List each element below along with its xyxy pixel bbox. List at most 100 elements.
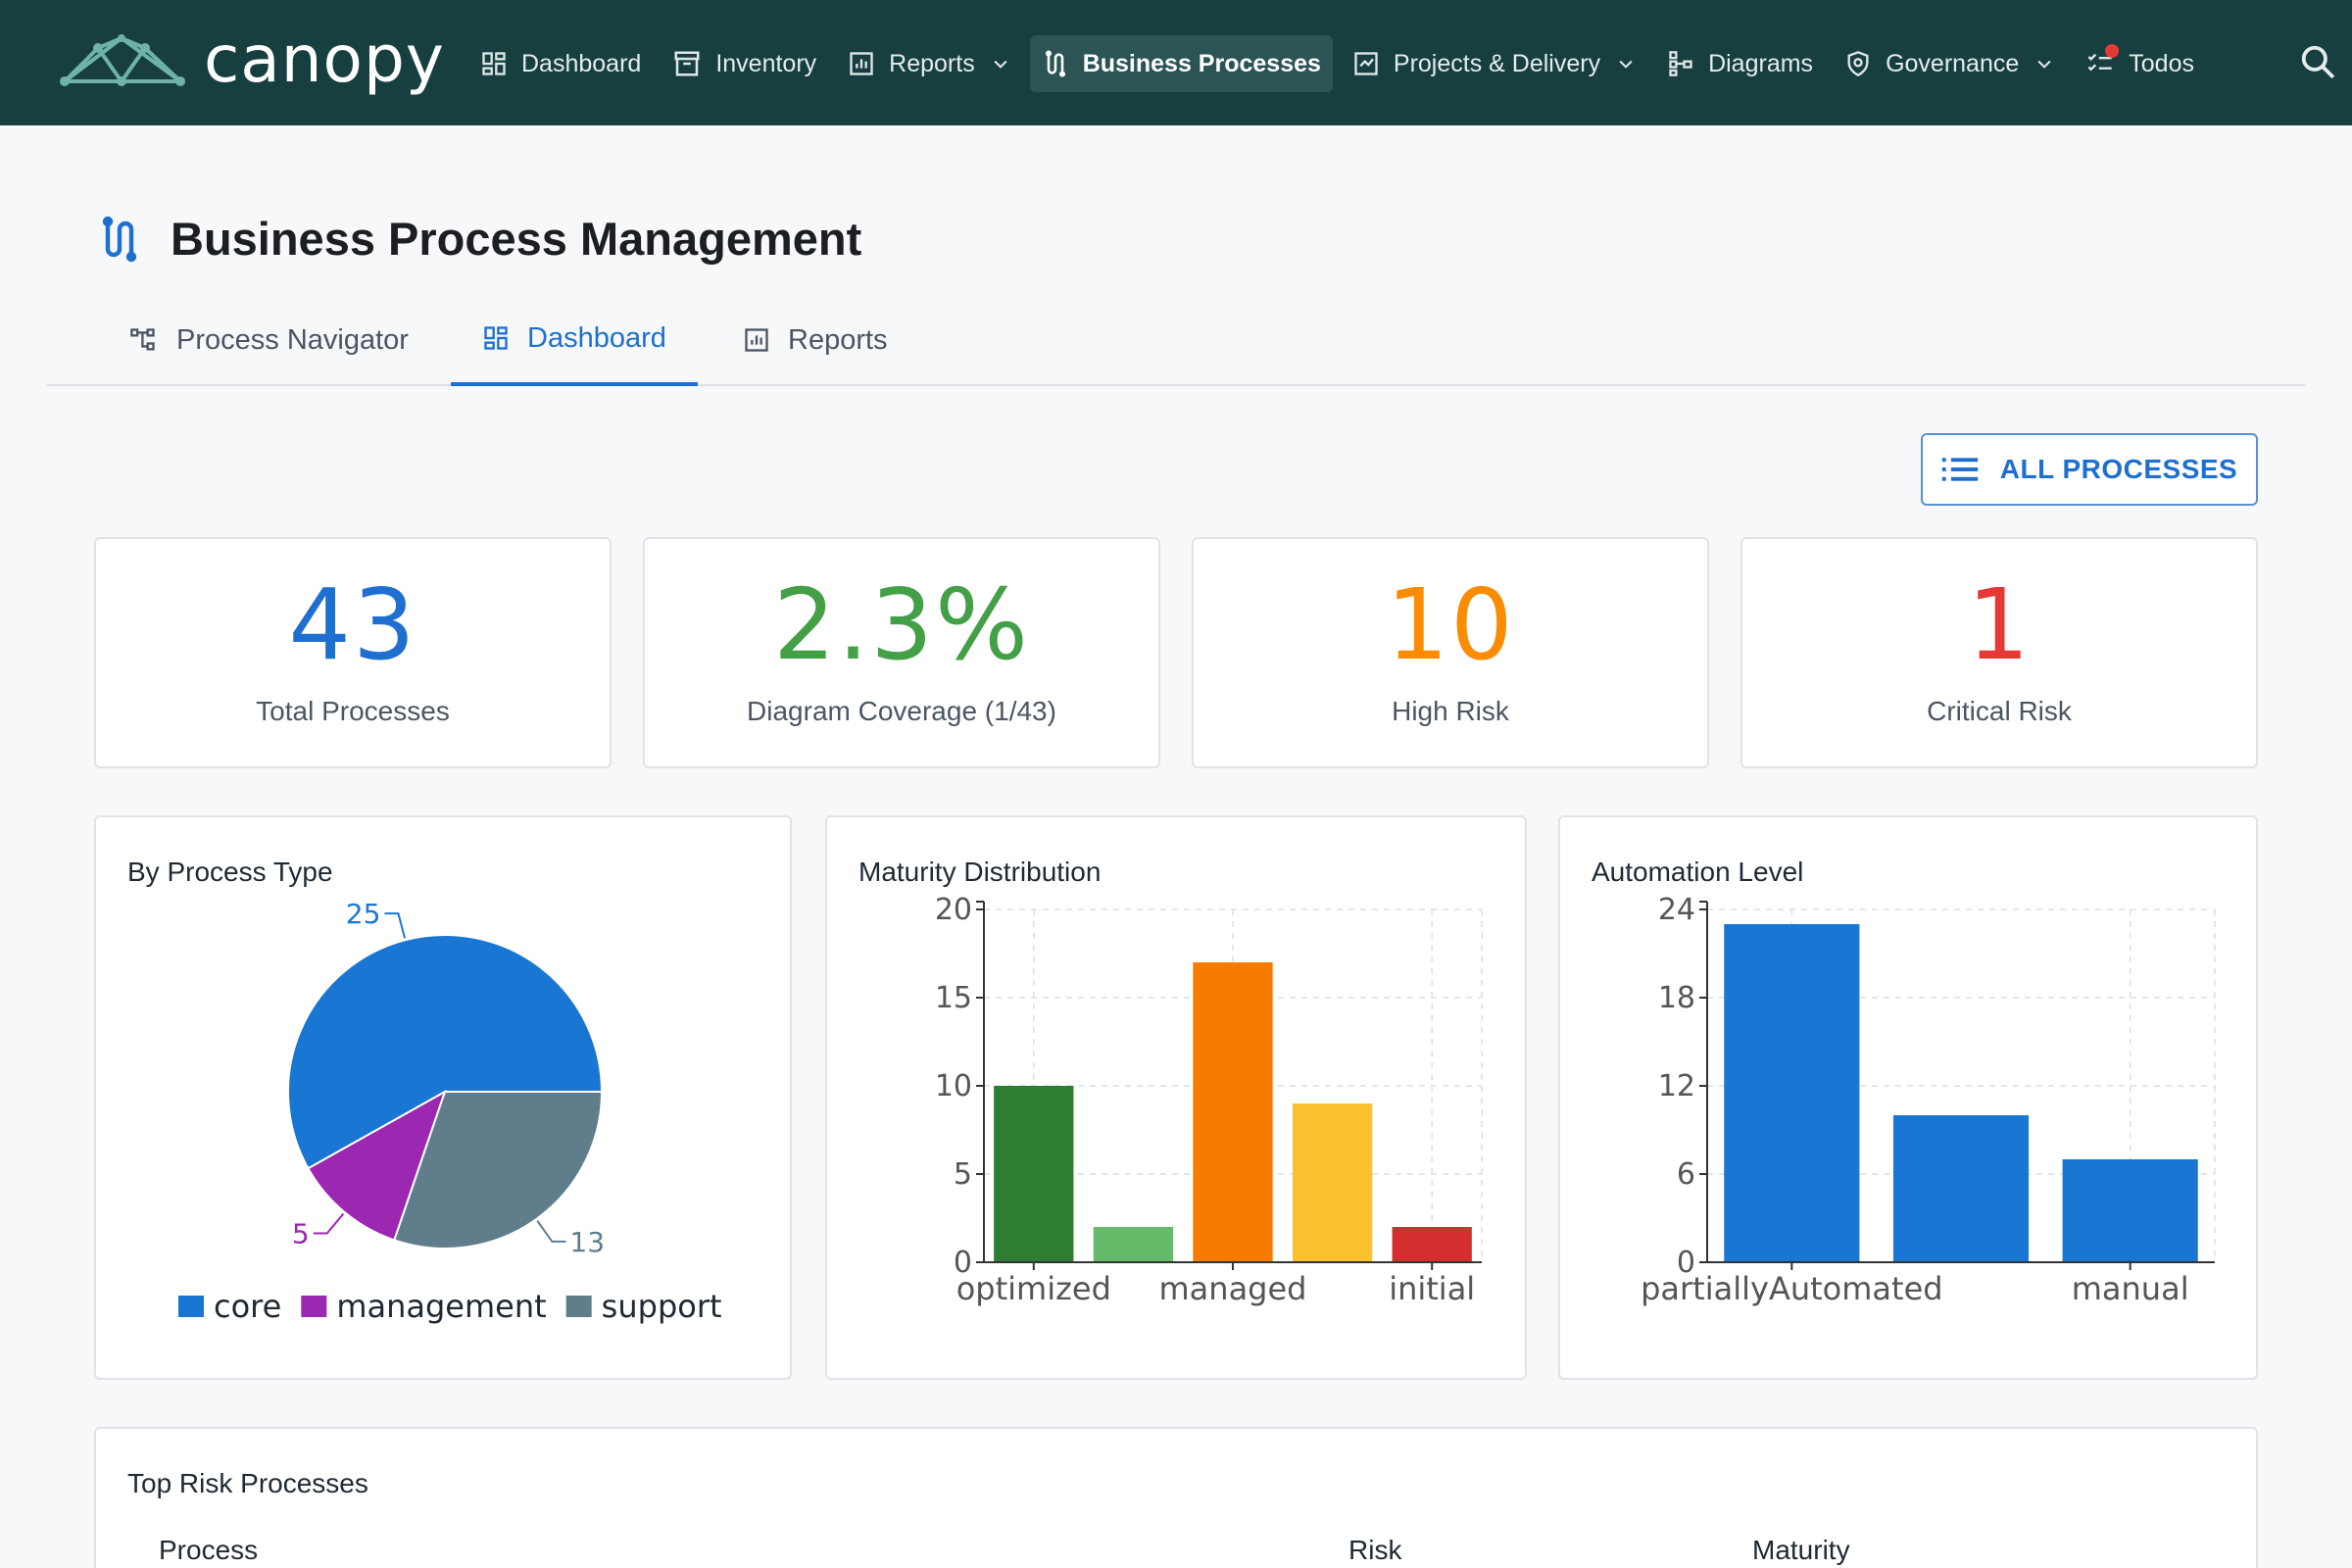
canopy-logo-icon — [60, 33, 185, 86]
bar-0[interactable] — [994, 1086, 1074, 1262]
x-tick-label: optimized — [956, 1270, 1111, 1307]
y-tick-label: 12 — [1658, 1069, 1695, 1103]
tab-process-navigator[interactable]: Process Navigator — [127, 294, 409, 386]
process-icon — [102, 216, 137, 262]
bar-3[interactable] — [1292, 1103, 1373, 1262]
shield-icon — [1847, 51, 1869, 76]
legend-entry-support[interactable]: support — [602, 1288, 722, 1325]
checklist-icon — [2087, 53, 2112, 72]
stat-card-high-risk: 10 High Risk — [1192, 537, 1709, 768]
pie-slice-core[interactable] — [287, 934, 604, 1170]
y-tick-label: 0 — [954, 1246, 972, 1280]
nav-todos[interactable]: Todos — [2074, 35, 2206, 92]
chevron-down-icon — [994, 60, 1007, 69]
bar-1[interactable] — [1093, 1227, 1174, 1262]
top-risk-processes-card: Top Risk Processes Process Risk Maturity — [94, 1427, 2258, 1568]
notification-dot — [2105, 44, 2120, 58]
page-header: Business Process Management — [96, 212, 861, 266]
stat-card-critical-risk: 1 Critical Risk — [1740, 537, 2258, 768]
nav-inventory[interactable]: Inventory — [661, 35, 828, 92]
nav-label: Diagrams — [1708, 49, 1814, 77]
y-tick-label: 15 — [935, 981, 972, 1015]
x-tick-label: managed — [1159, 1270, 1307, 1307]
x-tick-label: manual — [2072, 1270, 2189, 1307]
stat-card-diagram-coverage: 2.3% Diagram Coverage (1/43) — [643, 537, 1160, 768]
legend-swatch — [178, 1296, 204, 1317]
brand-logo[interactable]: canopy — [59, 22, 445, 97]
all-processes-label: ALL PROCESSES — [1999, 454, 2238, 484]
y-tick-label: 10 — [935, 1069, 972, 1103]
nav-label: Projects & Delivery — [1393, 49, 1601, 77]
chevron-down-icon — [1619, 60, 1633, 69]
nav-label: Reports — [889, 49, 975, 77]
pie-slice-support[interactable] — [393, 1091, 604, 1250]
section-tabs: Process Navigator Dashboard Reports — [47, 294, 2305, 386]
nav-governance[interactable]: Governance — [1833, 35, 2066, 92]
column-header-risk[interactable]: Risk — [1348, 1535, 1402, 1565]
report-icon — [745, 328, 768, 352]
y-tick-label: 5 — [954, 1157, 972, 1192]
legend-entry-management[interactable]: management — [336, 1288, 546, 1325]
nav-reports[interactable]: Reports — [836, 35, 1022, 92]
nav-dashboard[interactable]: Dashboard — [468, 35, 653, 92]
pie-label-line — [536, 1220, 566, 1243]
chart-title: Automation Level — [1592, 857, 1804, 887]
bar-0[interactable] — [1724, 924, 1860, 1262]
nav-label: Business Processes — [1082, 49, 1321, 77]
pie-slice-management[interactable] — [307, 1089, 447, 1242]
column-header-maturity[interactable]: Maturity — [1752, 1535, 1850, 1565]
nav-business-processes[interactable]: Business Processes — [1029, 35, 1333, 92]
legend-entry-core[interactable]: core — [214, 1288, 281, 1325]
nav-projects-delivery[interactable]: Projects & Delivery — [1341, 35, 1647, 92]
main-nav: Dashboard Inventory Reports Business Pro… — [468, 35, 2214, 92]
report-icon — [850, 52, 873, 75]
nav-label: Governance — [1886, 49, 2020, 77]
chart-title: Maturity Distribution — [858, 857, 1102, 887]
x-tick-label: initial — [1389, 1270, 1475, 1307]
stat-label: Diagram Coverage (1/43) — [747, 696, 1056, 726]
pie-value-label: 13 — [569, 1226, 605, 1258]
stat-card-total-processes: 43 Total Processes — [94, 537, 612, 768]
y-tick-label: 18 — [1658, 981, 1695, 1015]
stat-value: 1 — [1967, 567, 2032, 682]
stat-label: Critical Risk — [1927, 696, 2072, 726]
bar-2[interactable] — [2062, 1159, 2198, 1262]
process-icon — [1045, 50, 1065, 77]
page-title: Business Process Management — [171, 213, 862, 265]
nav-label: Todos — [2129, 49, 2194, 77]
x-tick-label: partiallyAutomated — [1641, 1270, 1942, 1307]
legend-swatch — [565, 1296, 592, 1317]
chart-card-process-type: By Process Type 25 5 13 core management suppo… — [94, 815, 792, 1380]
todo-icon-wrap — [2085, 44, 2120, 77]
stat-value: 43 — [288, 567, 417, 682]
tab-dashboard[interactable]: Dashboard — [451, 294, 698, 386]
stat-label: High Risk — [1392, 696, 1509, 726]
legend-swatch — [301, 1296, 327, 1317]
stat-value: 10 — [1386, 567, 1515, 682]
archive-icon — [674, 51, 700, 76]
bar-2[interactable] — [1193, 962, 1273, 1262]
chart-card-automation: Automation Level 0 6 12 18 24 partiallyAutoma… — [1558, 815, 2258, 1380]
y-tick-label: 0 — [1677, 1246, 1695, 1280]
hierarchy-icon — [130, 328, 155, 351]
pie-value-label: 5 — [292, 1218, 310, 1250]
stat-label: Total Processes — [256, 696, 450, 726]
search-button[interactable] — [2299, 43, 2336, 85]
bar-4[interactable] — [1392, 1227, 1472, 1262]
pie-chart: 25 5 13 core management support — [178, 898, 722, 1325]
diagram-icon — [1669, 51, 1692, 76]
chevron-down-icon — [2037, 60, 2051, 69]
stat-value: 2.3% — [772, 567, 1031, 682]
bar-1[interactable] — [1892, 1115, 2030, 1262]
tab-label: Process Navigator — [176, 323, 409, 356]
pie-value-label: 25 — [346, 898, 381, 930]
all-processes-button[interactable]: ALL PROCESSES — [1921, 433, 2258, 506]
search-icon — [2301, 45, 2335, 79]
tab-reports[interactable]: Reports — [743, 294, 888, 386]
dashboard-icon — [482, 52, 506, 75]
column-header-process[interactable]: Process — [159, 1535, 259, 1565]
automation-bar-chart: 0 6 12 18 24 partiallyAutomated manual — [1641, 893, 2216, 1307]
y-tick-label: 24 — [1658, 893, 1695, 927]
chart-title: By Process Type — [127, 857, 333, 887]
nav-diagrams[interactable]: Diagrams — [1655, 35, 1825, 92]
